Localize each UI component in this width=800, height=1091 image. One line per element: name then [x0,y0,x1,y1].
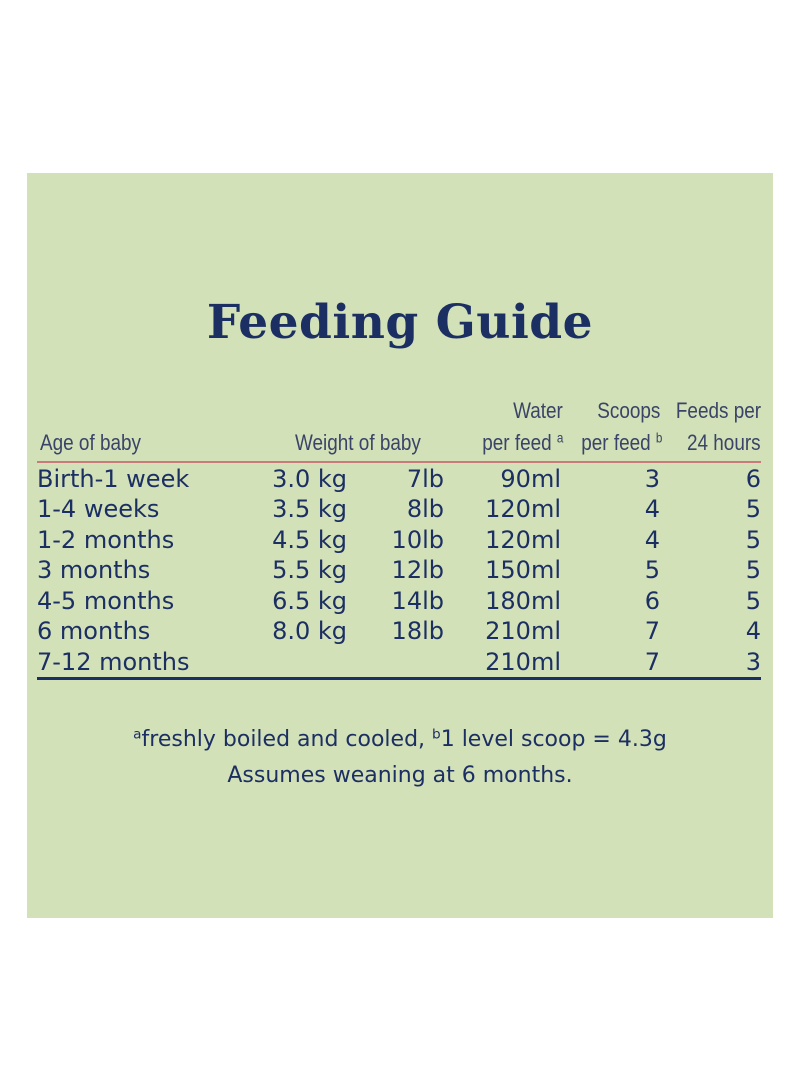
cell-water: 120ml [485,495,561,523]
cell-feeds: 3 [745,648,761,676]
cell-age: 3 months [37,556,151,584]
header-scoops-sup: b [655,430,662,446]
footnote-a-text: freshly boiled and cooled, [141,727,426,752]
header-scoops-line1: Scoops [596,398,660,423]
table-row: Birth-1 week 3.0 kg 7lb 90ml 3 6 [27,464,773,494]
cell-age: 4-5 months [37,587,175,615]
table-row: 1-2 months 4.5 kg 10lb 120ml 4 5 [27,525,773,555]
footnote-line-2: Assumes weaning at 6 months. [227,763,573,788]
cell-water: 210ml [485,617,561,645]
table-row: 4-5 months 6.5 kg 14lb 180ml 6 5 [27,586,773,616]
cell-weight-kg: 4.5 kg [272,526,347,554]
cell-water: 150ml [485,556,561,584]
cell-feeds: 5 [745,526,761,554]
cell-age: 1-4 weeks [37,495,160,523]
footnote-a-marker: a [133,726,142,743]
header-water-sup: a [556,430,563,446]
cell-scoops: 7 [644,648,660,676]
cell-weight-lb: 10lb [391,526,444,554]
header-age: Age of baby [40,430,141,455]
footnote-line-1: afreshly boiled and cooled, b1 level sco… [27,723,773,757]
header-weight: Weight of baby [295,430,421,455]
header-feeds-line2: 24 hours [687,430,761,455]
cell-weight-kg: 6.5 kg [272,587,347,615]
cell-feeds: 5 [745,495,761,523]
page-title: Feeding Guide [206,295,594,350]
cell-weight-lb: 12lb [391,556,444,584]
cell-weight-kg: 5.5 kg [272,556,347,584]
cell-age: 6 months [37,617,151,645]
header-divider [37,461,761,463]
table-row: 3 months 5.5 kg 12lb 150ml 5 5 [27,555,773,585]
footnote-b-text: 1 level scoop = 4.3g [440,727,667,752]
cell-water: 90ml [500,465,561,493]
cell-age: Birth-1 week [37,465,190,493]
cell-weight-kg: 3.0 kg [272,465,347,493]
cell-weight-lb: 7lb [406,465,444,493]
cell-scoops: 3 [644,465,660,493]
table-bottom-rule [37,677,761,680]
footnote-b-marker: b [432,726,441,743]
cell-water: 180ml [485,587,561,615]
header-scoops-text: per feed [580,430,651,455]
header-water-line1: Water [513,398,563,423]
cell-feeds: 5 [745,556,761,584]
cell-weight-lb: 18lb [391,617,444,645]
table-row: 1-4 weeks 3.5 kg 8lb 120ml 4 5 [27,494,773,524]
cell-age: 7-12 months [37,648,190,676]
cell-feeds: 5 [745,587,761,615]
cell-scoops: 4 [644,495,660,523]
table-row: 6 months 8.0 kg 18lb 210ml 7 4 [27,616,773,646]
header-feeds-line1: Feeds per [675,398,761,423]
cell-weight-kg: 8.0 kg [272,617,347,645]
cell-feeds: 4 [745,617,761,645]
cell-feeds: 6 [745,465,761,493]
cell-scoops: 5 [644,556,660,584]
cell-age: 1-2 months [37,526,175,554]
cell-water: 120ml [485,526,561,554]
cell-scoops: 4 [644,526,660,554]
cell-water: 210ml [485,648,561,676]
cell-weight-lb: 8lb [406,495,444,523]
cell-weight-lb: 14lb [391,587,444,615]
header-water-line2: per feed a [482,428,563,458]
cell-weight-kg: 3.5 kg [272,495,347,523]
header-scoops-line2: per feed b [581,428,662,458]
cell-scoops: 7 [644,617,660,645]
header-water-text: per feed [481,430,552,455]
feeding-guide-panel: Feeding Guide Age of baby Weight of baby… [27,173,773,918]
cell-scoops: 6 [644,587,660,615]
table-row: 7-12 months 210ml 7 3 [27,647,773,677]
